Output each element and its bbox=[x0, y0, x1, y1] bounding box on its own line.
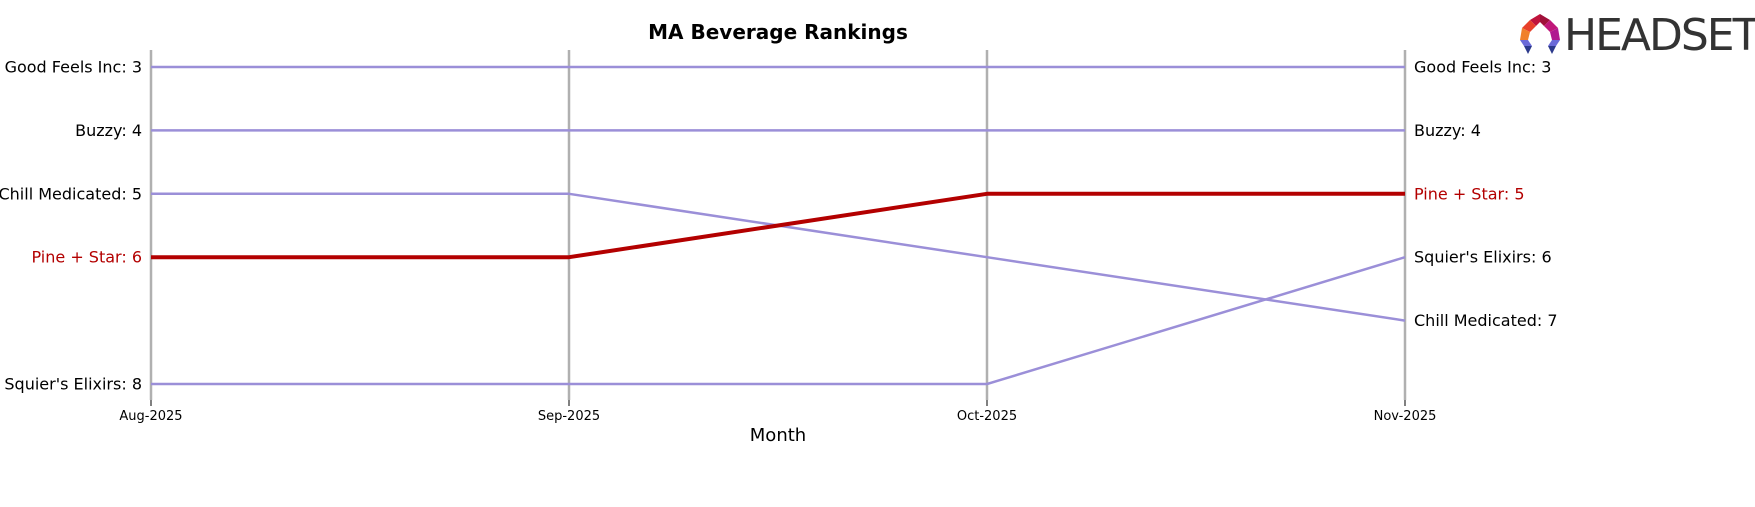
series-lines bbox=[151, 65, 1406, 386]
right-rank-label: Chill Medicated: 7 bbox=[1414, 311, 1558, 330]
headset-logo-icon bbox=[1520, 14, 1560, 54]
headset-logo: HEADSET bbox=[1520, 10, 1755, 61]
x-tick-label: Aug-2025 bbox=[119, 409, 182, 424]
right-rank-label: Good Feels Inc: 3 bbox=[1414, 58, 1551, 77]
chart-title: MA Beverage Rankings bbox=[648, 20, 908, 44]
right-rank-labels: Good Feels Inc: 3 Buzzy: 4 Pine + Star: 5 S… bbox=[1414, 58, 1558, 331]
headset-logo-text: HEADSET bbox=[1564, 10, 1755, 61]
right-rank-label: Buzzy: 4 bbox=[1414, 121, 1481, 140]
x-tick-label: Oct-2025 bbox=[957, 409, 1017, 424]
left-rank-labels: Good Feels Inc: 3 Buzzy: 4 Chill Medicated… bbox=[0, 58, 142, 394]
left-rank-label: Chill Medicated: 5 bbox=[0, 184, 142, 203]
x-tick-label: Nov-2025 bbox=[1374, 409, 1437, 424]
x-axis-ticks: Aug-2025 Sep-2025 Oct-2025 Nov-2025 bbox=[119, 400, 1436, 424]
right-rank-label: Squier's Elixirs: 6 bbox=[1414, 248, 1552, 267]
left-rank-label: Pine + Star: 6 bbox=[32, 248, 143, 267]
left-rank-label: Buzzy: 4 bbox=[75, 121, 142, 140]
series-line-squier-s-elixirs bbox=[151, 256, 1406, 386]
right-rank-label: Pine + Star: 5 bbox=[1414, 184, 1525, 203]
left-rank-label: Squier's Elixirs: 8 bbox=[4, 375, 142, 394]
x-axis-label: Month bbox=[750, 425, 806, 446]
x-tick-label: Sep-2025 bbox=[538, 409, 600, 424]
series-line-pine-star bbox=[151, 191, 1405, 260]
vertical-gridlines bbox=[149, 50, 1407, 400]
left-rank-label: Good Feels Inc: 3 bbox=[5, 58, 142, 77]
